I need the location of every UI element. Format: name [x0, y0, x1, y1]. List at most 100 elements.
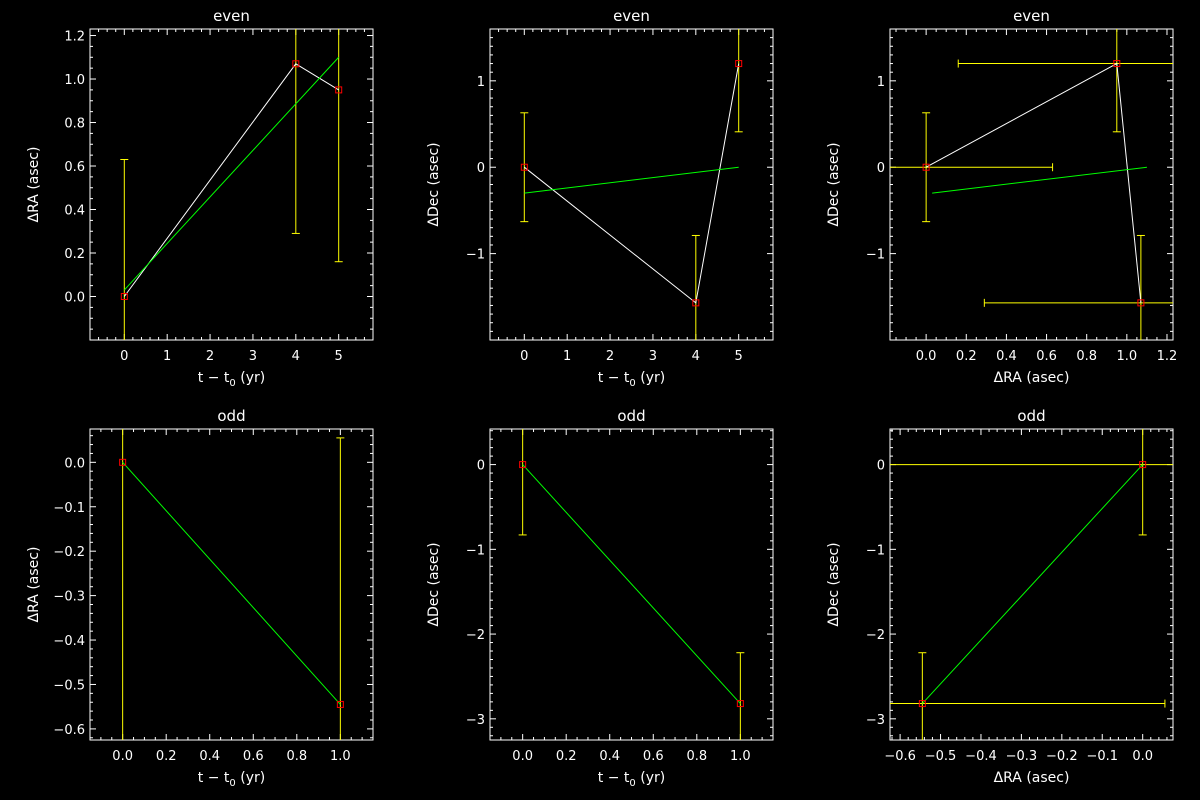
x-tick-label: 0.0: [916, 349, 937, 364]
panel-title: odd: [617, 407, 645, 425]
y-tick-label: −0.3: [53, 590, 85, 605]
x-axis-label-subscript: 0: [229, 778, 235, 789]
x-tick-label: 0.0: [512, 749, 533, 764]
x-axis-label-subscript: 0: [229, 378, 235, 389]
y-tick-label: 0.0: [64, 456, 85, 471]
y-tick-label: −1: [466, 248, 485, 263]
y-tick-label: 0.2: [64, 247, 85, 262]
fit-line: [932, 166, 1147, 194]
plot-frame: [489, 28, 774, 341]
connecting-line: [925, 62, 1142, 303]
y-tick-label: 0: [477, 161, 485, 176]
x-tick-label: 0: [520, 349, 528, 364]
panel-title: even: [213, 7, 250, 25]
y-tick-label: −0.6: [53, 723, 85, 738]
x-axis-label: t − t0 (yr): [598, 770, 665, 789]
x-tick-label: 4: [692, 349, 700, 364]
y-tick-label: −0.5: [53, 678, 85, 693]
y-axis-label: ΔDec (asec): [826, 142, 842, 226]
fit-line: [122, 461, 341, 705]
x-tick-label: 0.8: [286, 749, 307, 764]
x-tick-label: 0.4: [199, 749, 220, 764]
y-tick-label: 1.2: [64, 30, 85, 45]
connecting-line: [523, 63, 740, 304]
y-axis-label: ΔDec (asec): [426, 542, 442, 626]
plot-frame: [889, 28, 1174, 341]
plot-frame: [89, 28, 374, 341]
fit-line: [522, 464, 741, 704]
data-point: [1139, 461, 1147, 469]
data-layer: [119, 429, 345, 740]
x-tick-label: 3: [649, 349, 657, 364]
x-tick-label: 2: [206, 349, 214, 364]
y-tick-label: 0.6: [64, 160, 85, 175]
data-point: [519, 461, 527, 469]
y-axis-label: ΔDec (asec): [826, 542, 842, 626]
y-tick-label: 0: [477, 459, 485, 474]
y-axis-label: ΔDec (asec): [426, 142, 442, 226]
x-axis-label-subscript: 0: [629, 778, 635, 789]
x-axis-label-main: ΔRA (asec): [994, 770, 1070, 786]
data-point: [120, 293, 128, 301]
x-tick-label: −0.2: [1046, 749, 1078, 764]
x-tick-label: 0.2: [556, 749, 577, 764]
y-axis-label: ΔRA (asec): [26, 547, 42, 623]
data-layer: [890, 429, 1173, 740]
y-tick-label: 1: [877, 75, 885, 90]
data-point: [922, 163, 930, 171]
x-tick-label: 0.0: [1132, 749, 1153, 764]
x-axis-label-unit: (yr): [236, 770, 265, 786]
x-tick-label: 0.6: [643, 749, 664, 764]
x-axis-label-main: t − t: [198, 770, 230, 786]
x-tick-label: 0.0: [112, 749, 133, 764]
x-axis-label: ΔRA (asec): [994, 770, 1070, 786]
x-tick-label: −0.4: [965, 749, 997, 764]
fit-line: [123, 56, 340, 291]
y-tick-label: −2: [466, 628, 485, 643]
x-tick-label: 1: [163, 349, 171, 364]
x-tick-label: 0.6: [1036, 349, 1057, 364]
x-axis-label-unit: (yr): [236, 370, 265, 386]
x-tick-label: −0.3: [1006, 749, 1038, 764]
x-tick-label: 2: [606, 349, 614, 364]
x-axis-label-main: ΔRA (asec): [994, 370, 1070, 386]
x-tick-label: 1.2: [1157, 349, 1178, 364]
x-tick-label: −0.6: [884, 749, 916, 764]
data-point: [335, 86, 343, 94]
data-point: [735, 60, 743, 68]
y-tick-label: −1: [866, 543, 885, 558]
y-axis-label: ΔRA (asec): [26, 147, 42, 223]
x-tick-label: −0.1: [1086, 749, 1118, 764]
x-tick-label: 3: [249, 349, 257, 364]
data-point: [119, 458, 127, 466]
x-axis-label: t − t0 (yr): [198, 370, 265, 389]
x-tick-label: 5: [335, 349, 343, 364]
x-tick-label: 0.2: [956, 349, 977, 364]
x-tick-label: 0.4: [996, 349, 1017, 364]
x-axis-label-main: t − t: [198, 370, 230, 386]
y-tick-label: −0.4: [53, 634, 85, 649]
x-tick-label: 0.2: [156, 749, 177, 764]
y-tick-label: 0: [877, 459, 885, 474]
x-axis-label: ΔRA (asec): [994, 370, 1070, 386]
data-layer: [518, 429, 745, 740]
data-layer: [520, 29, 743, 340]
y-tick-label: −2: [866, 628, 885, 643]
y-tick-label: 0.4: [64, 204, 85, 219]
data-point: [520, 163, 528, 171]
x-axis-label-main: t − t: [598, 770, 630, 786]
x-axis-label-subscript: 0: [629, 378, 635, 389]
y-tick-label: 1.0: [64, 73, 85, 88]
data-point: [1113, 60, 1121, 68]
chart-panel-6: −0.6 −0.5 −0.4 −0.3 −0.2 −0.1 0.0 0 −1 −2 −3 odd ΔRA…: [826, 407, 1174, 786]
x-axis-label: t − t0 (yr): [198, 770, 265, 789]
panel-title: odd: [1017, 407, 1045, 425]
x-tick-label: 1.0: [730, 749, 751, 764]
panel-title: odd: [217, 407, 245, 425]
x-tick-label: 5: [735, 349, 743, 364]
x-tick-label: 0.4: [599, 749, 620, 764]
y-tick-label: 0.0: [64, 291, 85, 306]
